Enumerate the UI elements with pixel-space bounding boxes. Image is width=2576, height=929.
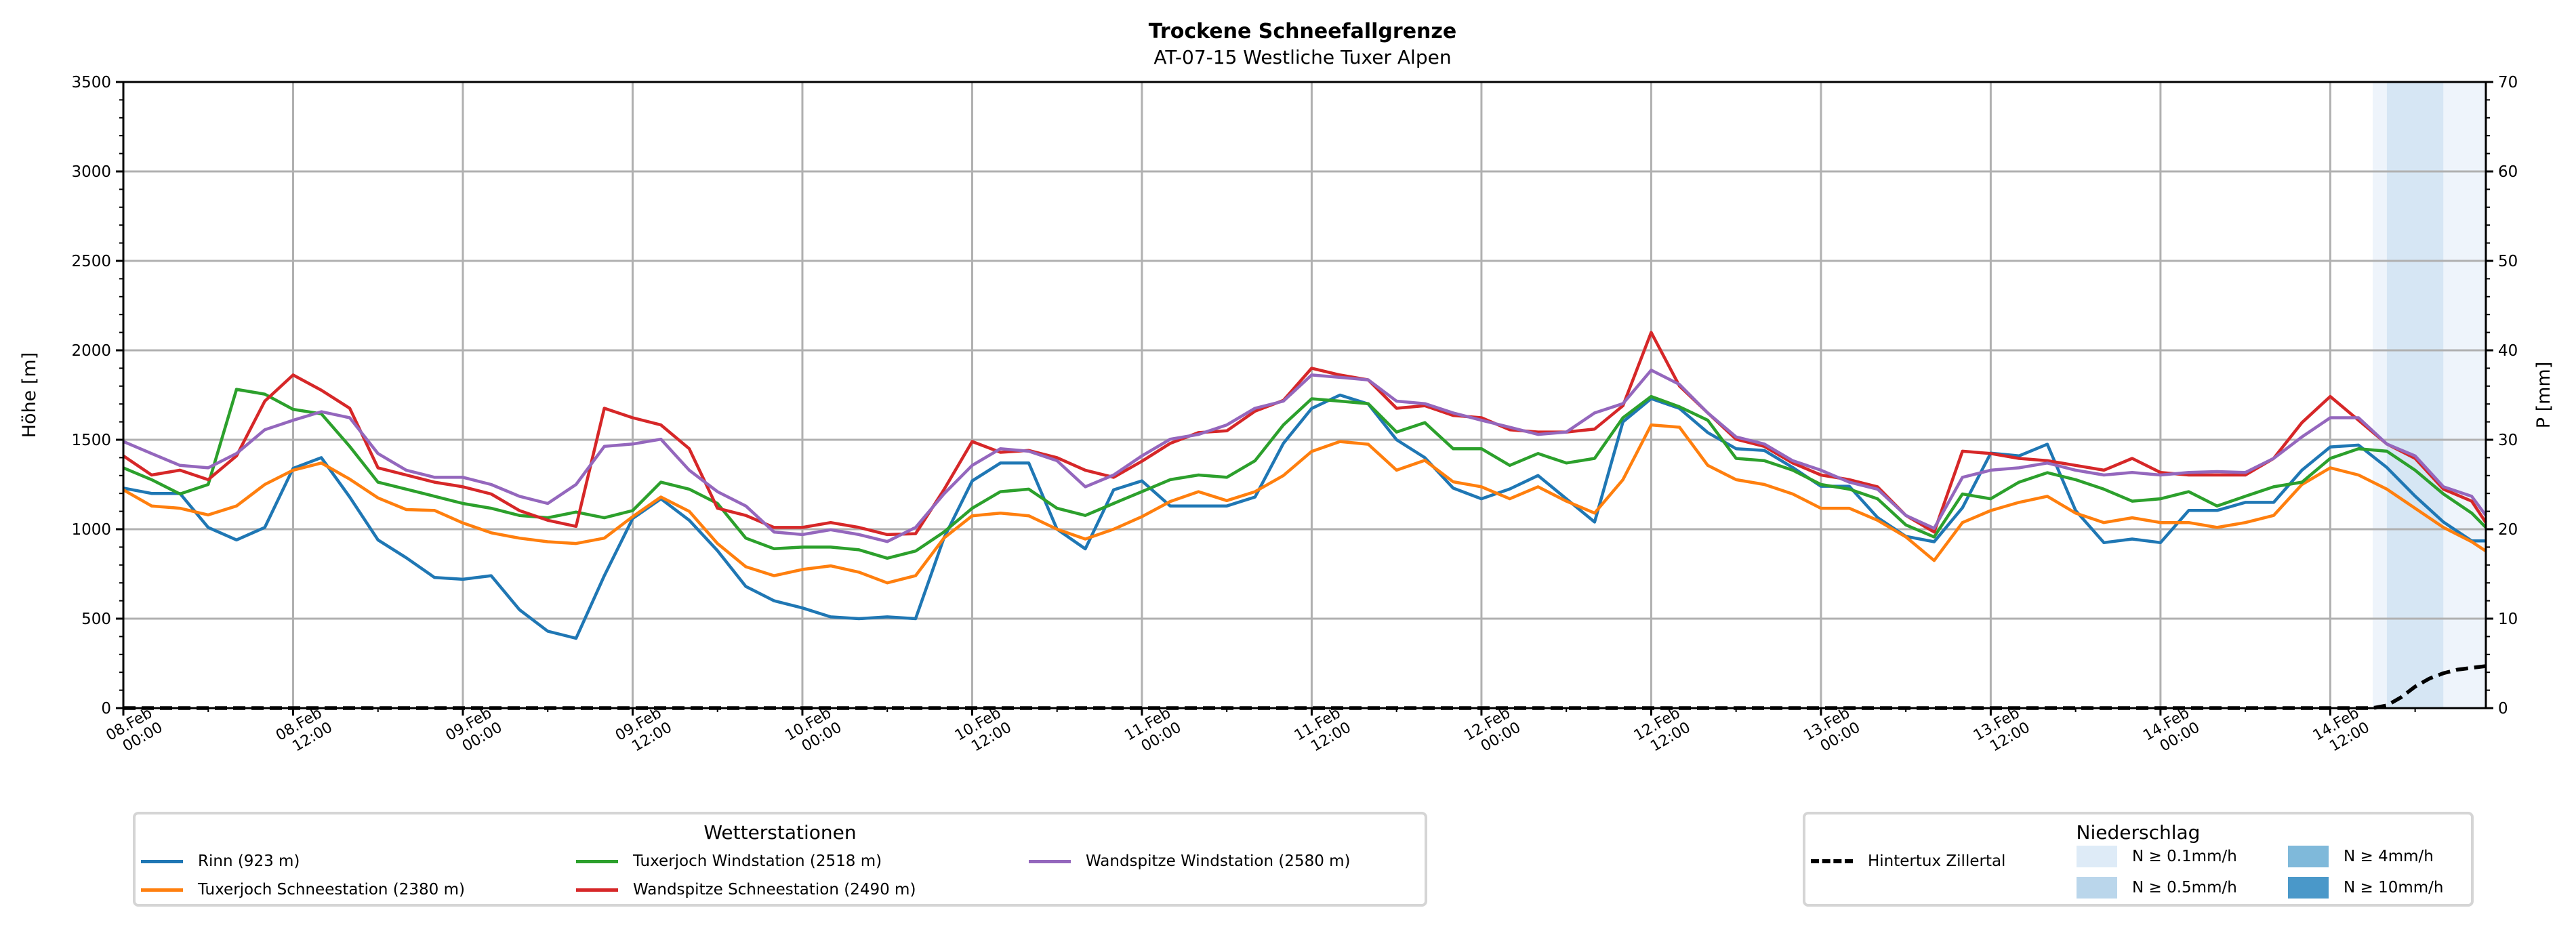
series-line bbox=[123, 393, 2486, 640]
legend-item-wandspitze-wind: Wandspitze Windstation (2580 m) bbox=[1029, 852, 1351, 870]
precip-band bbox=[2373, 82, 2387, 708]
chart-subtitle: AT-07-15 Westliche Tuxer Alpen bbox=[1153, 46, 1451, 68]
y-right-tick-label: 40 bbox=[2498, 342, 2518, 360]
chart-title: Trockene Schneefallgrenze bbox=[1149, 20, 1456, 43]
stations-legend: Wetterstationen Rinn (923 m) Tuxerjoch S… bbox=[133, 812, 1427, 907]
legend-label: Hintertux Zillertal bbox=[1868, 852, 2006, 870]
y-right-tick-label: 50 bbox=[2498, 253, 2518, 270]
y-right-tick-label: 10 bbox=[2498, 611, 2518, 628]
y-tick-label: 0 bbox=[101, 700, 111, 718]
y-right-tick-label: 30 bbox=[2498, 432, 2518, 449]
dashed-line-icon bbox=[1811, 859, 1853, 863]
legend-label: Wandspitze Windstation (2580 m) bbox=[1086, 852, 1351, 870]
legend-label: Rinn (923 m) bbox=[198, 852, 300, 870]
y-right-tick-label: 0 bbox=[2498, 700, 2508, 718]
legend-item-n05: N ≥ 0.5mm/h bbox=[2077, 877, 2237, 899]
color-patch-icon bbox=[2288, 877, 2329, 899]
color-patch-icon bbox=[2077, 846, 2117, 867]
precip-band bbox=[2386, 82, 2444, 708]
legend-label: N ≥ 4mm/h bbox=[2344, 848, 2434, 865]
color-patch-icon bbox=[2288, 846, 2329, 867]
precip-band bbox=[2443, 82, 2486, 708]
precip-legend: Niederschlag Hintertux Zillertal N ≥ 0.1… bbox=[1803, 812, 2474, 907]
legend-line-icon bbox=[576, 859, 618, 863]
series-line bbox=[123, 388, 2487, 560]
series-line bbox=[122, 331, 2487, 537]
legend-label: N ≥ 10mm/h bbox=[2344, 879, 2444, 896]
stations-legend-title: Wetterstationen bbox=[703, 821, 857, 844]
legend-item-n01: N ≥ 0.1mm/h bbox=[2077, 846, 2237, 867]
legend-item-n4: N ≥ 4mm/h bbox=[2288, 846, 2434, 867]
y-tick-label: 2500 bbox=[71, 253, 111, 270]
legend-line-icon bbox=[141, 859, 183, 863]
color-patch-icon bbox=[2077, 877, 2117, 899]
legend-item-hintertux: Hintertux Zillertal bbox=[1811, 852, 2005, 870]
legend-item-tuxerjoch-schnee: Tuxerjoch Schneestation (2380 m) bbox=[141, 881, 465, 899]
plot-frame bbox=[122, 81, 2487, 709]
legend-label: Tuxerjoch Windstation (2518 m) bbox=[633, 852, 882, 870]
y-right-tick-label: 70 bbox=[2498, 74, 2518, 91]
y-axis-right-label: P [mm] bbox=[2533, 362, 2554, 429]
y-tick-label: 2000 bbox=[71, 342, 111, 360]
y-axis-label: Höhe [m] bbox=[19, 352, 40, 438]
legend-label: Tuxerjoch Schneestation (2380 m) bbox=[198, 881, 465, 899]
legend-item-tuxerjoch-wind: Tuxerjoch Windstation (2518 m) bbox=[576, 852, 882, 870]
legend-item-wandspitze-schnee: Wandspitze Schneestation (2490 m) bbox=[576, 881, 916, 899]
legend-line-icon bbox=[141, 888, 183, 892]
y-right-tick-label: 20 bbox=[2498, 521, 2518, 539]
y-right-tick-label: 60 bbox=[2498, 163, 2518, 181]
legend-item-rinn: Rinn (923 m) bbox=[141, 852, 300, 870]
legend-label: N ≥ 0.1mm/h bbox=[2132, 848, 2237, 865]
y-tick-label: 3500 bbox=[71, 74, 111, 91]
precip-line bbox=[123, 664, 2487, 710]
series-line bbox=[122, 423, 2487, 585]
precip-legend-title: Niederschlag bbox=[2076, 821, 2201, 844]
legend-line-icon bbox=[1029, 859, 1071, 863]
y-tick-label: 1000 bbox=[71, 521, 111, 539]
legend-line-icon bbox=[576, 888, 618, 892]
legend-item-n10: N ≥ 10mm/h bbox=[2288, 877, 2444, 899]
y-tick-label: 1500 bbox=[71, 432, 111, 449]
y-tick-label: 3000 bbox=[71, 163, 111, 181]
legend-label: Wandspitze Schneestation (2490 m) bbox=[633, 881, 916, 899]
legend-label: N ≥ 0.5mm/h bbox=[2132, 879, 2237, 896]
series-line bbox=[123, 369, 2487, 543]
y-tick-label: 500 bbox=[81, 611, 111, 628]
